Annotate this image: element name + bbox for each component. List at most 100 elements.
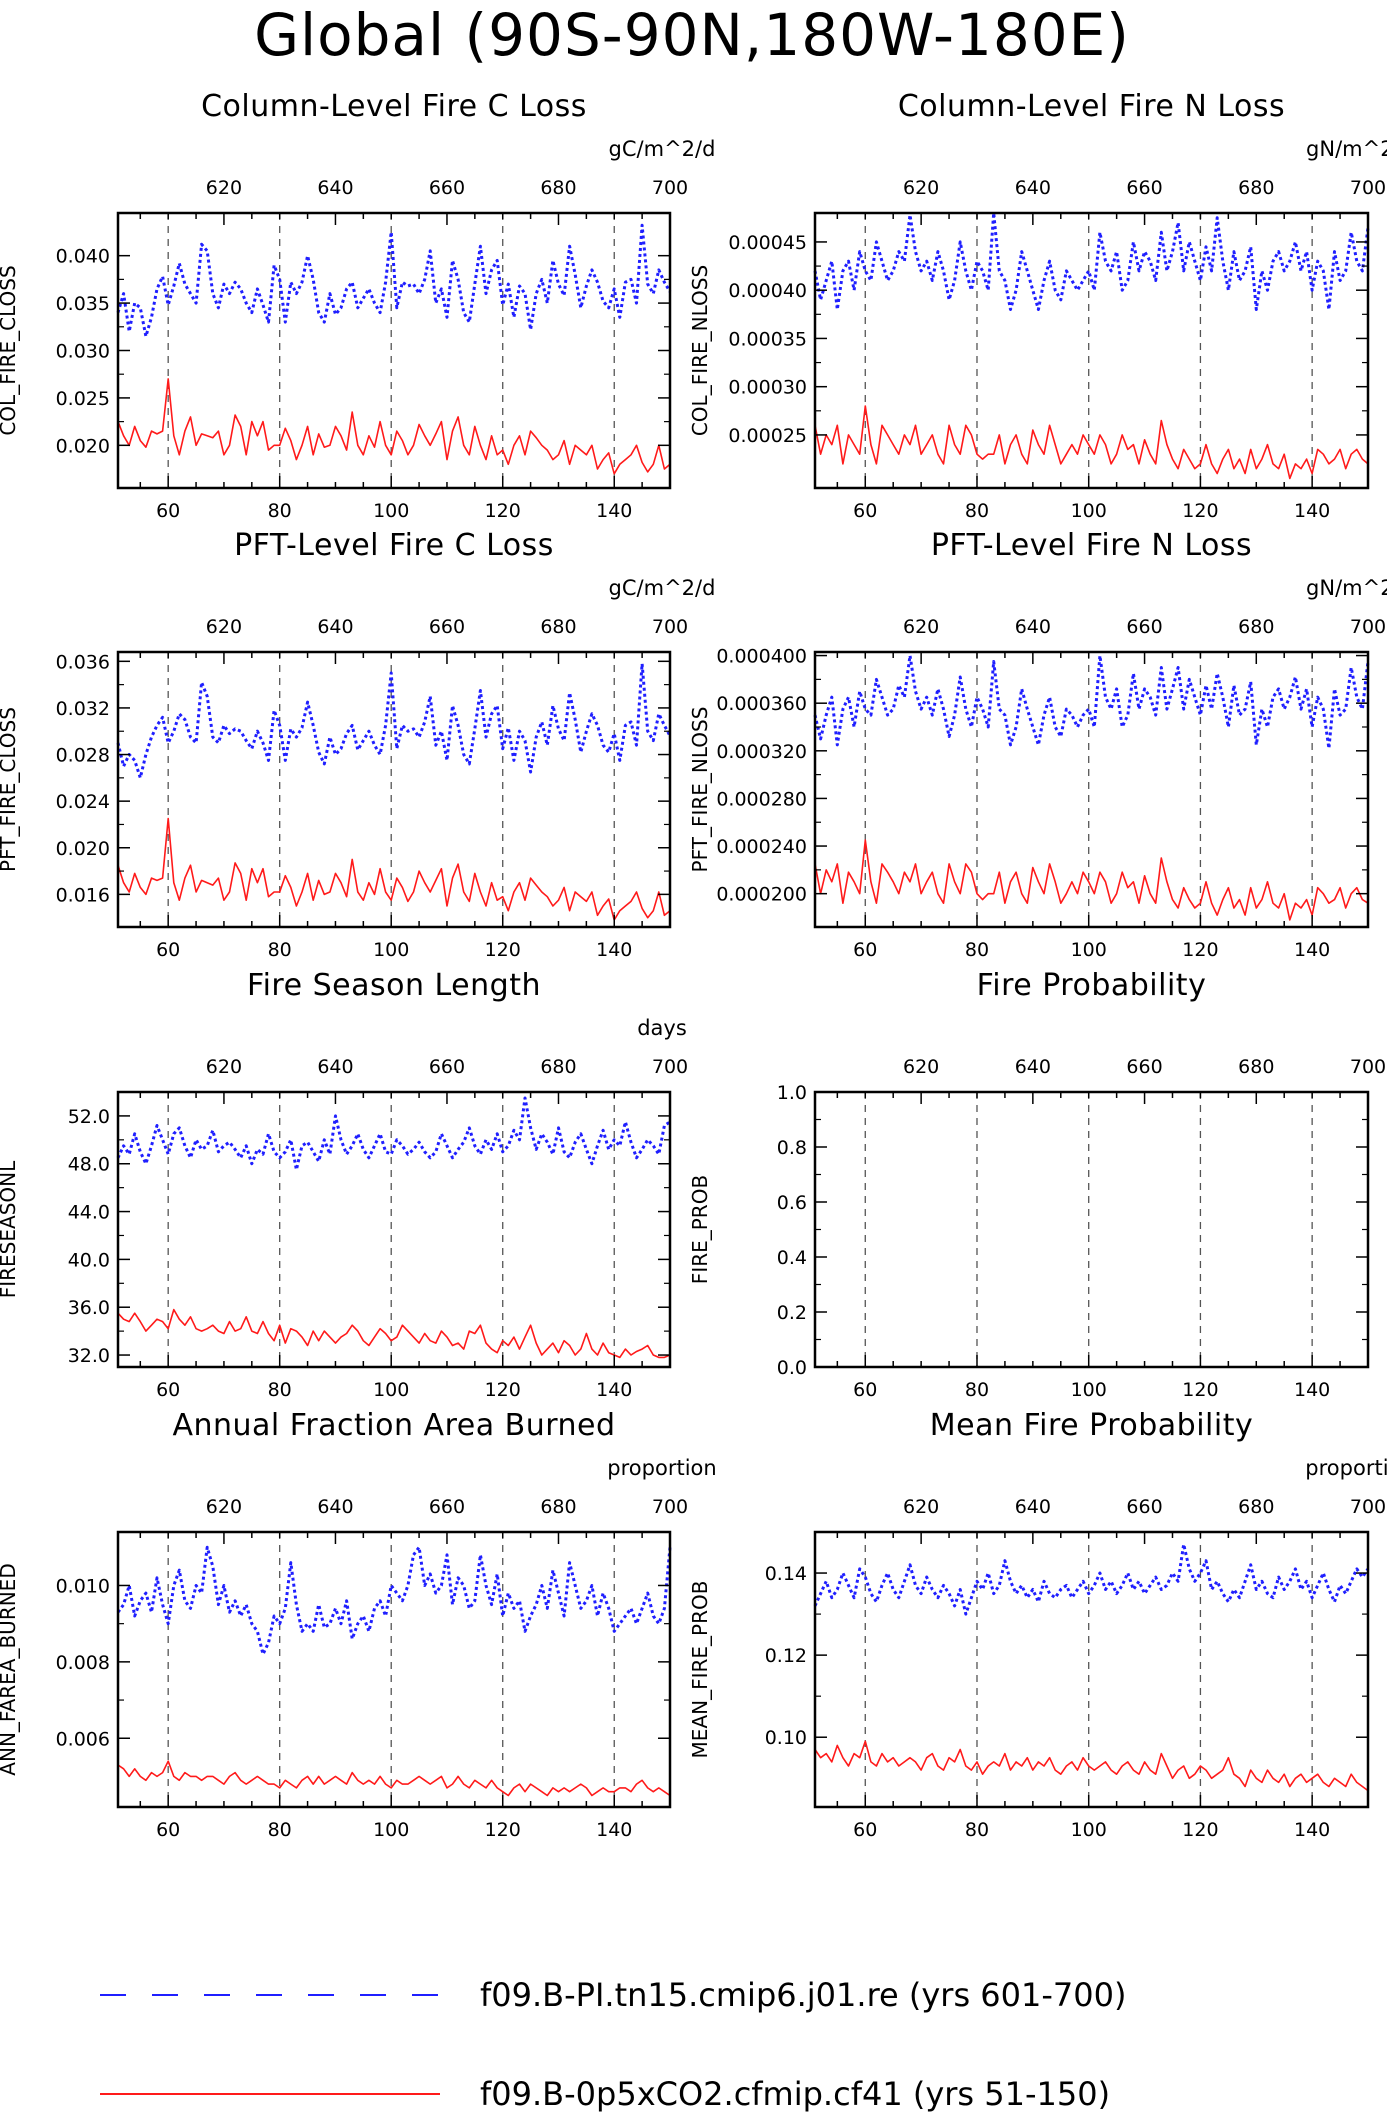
- legend-label-solid: f09.B-0p5xCO2.cfmip.cf41 (yrs 51-150): [480, 2075, 1110, 2113]
- chart-panel-1: Column-Level Fire N Loss gN/m^2/d 60 80 100 1…: [688, 89, 1387, 522]
- units-label: gN/m^2/d: [1306, 576, 1387, 600]
- y-tick-label: 44.0: [68, 1202, 110, 1224]
- y-tick-label: 0.000360: [716, 693, 807, 715]
- y-tick-label: 0.040: [56, 246, 110, 268]
- x-tick-label-bottom: 60: [156, 500, 180, 522]
- series-line-dashed: [813, 211, 1370, 311]
- units-label: gC/m^2/d: [609, 137, 716, 161]
- x-tick-label-bottom: 120: [485, 1819, 521, 1841]
- series-line-dashed: [116, 1545, 672, 1656]
- panel-title: PFT-Level Fire C Loss: [234, 528, 554, 563]
- chart-panel-6: Annual Fraction Area Burned proportion 60 8…: [0, 1408, 717, 1841]
- units-label: proportion: [607, 1456, 716, 1480]
- chart-panel-5: Fire Probability 60 80 100 120 140 620 640 660 68…: [688, 968, 1386, 1401]
- y-tick-label: 0.036: [56, 651, 110, 673]
- y-tick-label: 0.00035: [728, 328, 807, 350]
- panel-title: Annual Fraction Area Burned: [172, 1408, 615, 1443]
- y-tick-label: 0.00045: [728, 232, 807, 254]
- plot-frame: [813, 1090, 1370, 1369]
- y-tick-label: 0.000200: [716, 884, 807, 906]
- y-tick-label: 0.020: [56, 435, 110, 457]
- x-tick-label-bottom: 100: [373, 1379, 409, 1401]
- x-tick-label-bottom: 140: [596, 1819, 632, 1841]
- units-label: gC/m^2/d: [609, 576, 716, 600]
- x-tick-label-top: 660: [1126, 616, 1162, 638]
- x-tick-label-top: 660: [1126, 177, 1162, 199]
- y-tick-label: 0.00025: [728, 425, 807, 447]
- y-tick-label: 0.8: [777, 1137, 807, 1159]
- x-tick-label-top: 620: [903, 177, 939, 199]
- y-axis-label: FIRESEASONL: [0, 1160, 20, 1298]
- x-tick-label-bottom: 60: [853, 500, 877, 522]
- x-tick-label-top: 660: [429, 177, 465, 199]
- x-tick-label-bottom: 140: [596, 500, 632, 522]
- x-tick-label-bottom: 80: [965, 939, 989, 961]
- x-tick-label-top: 640: [1015, 616, 1051, 638]
- page-title: Global (90S-90N,180W-180E): [254, 1, 1130, 69]
- y-tick-label: 0.000320: [716, 741, 807, 763]
- x-tick-label-top: 700: [1350, 1496, 1386, 1518]
- x-tick-label-bottom: 80: [965, 1819, 989, 1841]
- y-tick-label: 0.028: [56, 745, 110, 767]
- y-tick-label: 40.0: [68, 1249, 110, 1271]
- x-tick-label-bottom: 100: [373, 1819, 409, 1841]
- plot-frame: [813, 1530, 1370, 1809]
- x-tick-label-top: 660: [1126, 1056, 1162, 1078]
- units-label: proportion: [1305, 1456, 1387, 1480]
- x-tick-label-bottom: 140: [1294, 939, 1330, 961]
- x-tick-label-top: 700: [652, 1496, 688, 1518]
- x-tick-label-bottom: 120: [485, 939, 521, 961]
- series-line-solid: [117, 378, 671, 475]
- x-tick-label-top: 700: [1350, 1056, 1386, 1078]
- x-tick-label-bottom: 140: [1294, 1819, 1330, 1841]
- y-tick-label: 0.2: [777, 1302, 807, 1324]
- x-tick-label-top: 620: [206, 177, 242, 199]
- x-tick-label-top: 680: [540, 1496, 576, 1518]
- x-tick-label-bottom: 120: [485, 500, 521, 522]
- x-tick-label-bottom: 100: [373, 939, 409, 961]
- y-tick-label: 0.020: [56, 838, 110, 860]
- x-tick-label-bottom: 60: [156, 1379, 180, 1401]
- x-tick-label-bottom: 120: [1182, 1379, 1218, 1401]
- x-tick-label-bottom: 140: [596, 939, 632, 961]
- series-line-dashed: [116, 662, 672, 780]
- y-tick-label: 48.0: [68, 1154, 110, 1176]
- y-axis-label: COL_FIRE_CLOSS: [0, 265, 20, 435]
- x-tick-label-bottom: 60: [156, 939, 180, 961]
- chart-panel-7: Mean Fire Probability proportion 60 80 100 12…: [688, 1408, 1387, 1841]
- y-tick-label: 0.14: [765, 1563, 807, 1585]
- x-tick-label-top: 700: [652, 1056, 688, 1078]
- y-tick-label: 0.12: [765, 1645, 807, 1667]
- x-tick-label-top: 660: [429, 1496, 465, 1518]
- x-tick-label-bottom: 140: [1294, 1379, 1330, 1401]
- y-axis-label: ANN_FAREA_BURNED: [0, 1563, 20, 1775]
- chart-panel-4: Fire Season Length days 60 80 100 120 140 620 64…: [0, 968, 688, 1401]
- x-tick-label-top: 620: [903, 616, 939, 638]
- x-tick-label-top: 640: [1015, 177, 1051, 199]
- x-tick-label-top: 640: [317, 177, 353, 199]
- chart-panel-3: PFT-Level Fire N Loss gN/m^2/d 60 80 100 120 1…: [688, 528, 1387, 961]
- y-tick-label: 0.032: [56, 698, 110, 720]
- x-tick-label-top: 700: [652, 616, 688, 638]
- x-tick-label-top: 700: [1350, 616, 1386, 638]
- panels-group: Column-Level Fire C Loss gC/m^2/d 60 80 100 1…: [0, 89, 1387, 1841]
- x-tick-label-top: 680: [1238, 616, 1274, 638]
- panel-title: Fire Probability: [977, 968, 1207, 1003]
- x-tick-label-top: 620: [903, 1496, 939, 1518]
- y-tick-label: 36.0: [68, 1297, 110, 1319]
- chart-panel-0: Column-Level Fire C Loss gC/m^2/d 60 80 100 1…: [0, 89, 715, 522]
- y-tick-label: 0.10: [765, 1727, 807, 1749]
- x-tick-label-top: 620: [206, 1496, 242, 1518]
- y-tick-label: 0.016: [56, 884, 110, 906]
- series-line-dashed: [116, 223, 672, 338]
- panel-title: PFT-Level Fire N Loss: [931, 528, 1252, 563]
- y-axis-label: MEAN_FIRE_PROB: [688, 1581, 712, 1759]
- x-tick-label-top: 620: [903, 1056, 939, 1078]
- x-tick-label-bottom: 80: [965, 1379, 989, 1401]
- y-tick-label: 1.0: [777, 1082, 807, 1104]
- panel-title: Mean Fire Probability: [930, 1408, 1253, 1443]
- y-axis-label: FIRE_PROB: [688, 1175, 712, 1284]
- plot-frame: [116, 650, 672, 929]
- x-tick-label-bottom: 60: [853, 1819, 877, 1841]
